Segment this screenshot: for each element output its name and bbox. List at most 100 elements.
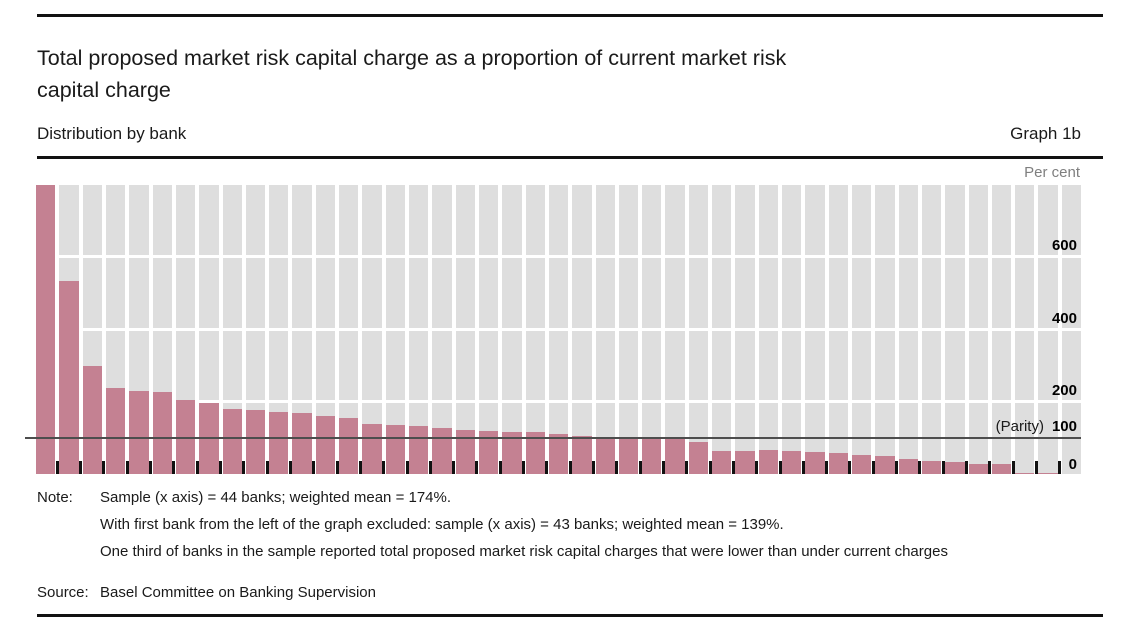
bar bbox=[152, 392, 172, 474]
bar bbox=[921, 461, 942, 474]
bar bbox=[478, 431, 499, 474]
x-axis-tick bbox=[452, 461, 456, 474]
x-axis-tick bbox=[405, 461, 409, 474]
x-axis-tick bbox=[55, 461, 59, 474]
note-line-1: Sample (x axis) = 44 banks; weighted mea… bbox=[100, 489, 452, 506]
gridline-200 bbox=[36, 399, 1081, 403]
y-axis-unit-label: Per cent bbox=[1024, 164, 1080, 181]
graph-number-label: Graph 1b bbox=[1010, 124, 1081, 143]
bar bbox=[875, 455, 895, 474]
bar bbox=[129, 390, 149, 474]
x-axis-tick bbox=[848, 461, 852, 474]
parity-line bbox=[25, 436, 1081, 439]
note-line-3: One third of banks in the sample reporte… bbox=[100, 543, 948, 560]
bar bbox=[59, 280, 79, 474]
x-axis-tick bbox=[965, 461, 968, 474]
x-axis-tick bbox=[778, 461, 782, 474]
bar bbox=[222, 408, 242, 474]
plot-area: 0 (Parity) 100 200 400 600 bbox=[25, 185, 1082, 474]
bar bbox=[269, 412, 289, 474]
x-axis-tick bbox=[1011, 461, 1015, 474]
y-tick-label-100: (Parity) 100 bbox=[996, 418, 1077, 435]
x-axis-tick bbox=[545, 461, 549, 474]
bar bbox=[828, 453, 848, 474]
x-axis-tick bbox=[755, 461, 759, 474]
bar bbox=[945, 462, 965, 474]
note-label: Note: bbox=[37, 489, 73, 506]
parity-label: (Parity) bbox=[995, 417, 1044, 435]
x-axis-tick bbox=[195, 461, 199, 474]
bar-cell bbox=[59, 185, 83, 474]
bar bbox=[455, 429, 475, 474]
y-tick-label-200: 200 bbox=[1052, 382, 1077, 399]
gridline-400 bbox=[36, 327, 1081, 331]
x-axis-tick bbox=[592, 461, 595, 474]
bar bbox=[712, 450, 732, 474]
x-axis-tick bbox=[731, 461, 735, 474]
bar bbox=[548, 433, 569, 474]
bar bbox=[525, 432, 545, 474]
bar bbox=[642, 437, 662, 474]
x-axis-tick bbox=[358, 461, 362, 474]
bar bbox=[572, 436, 592, 474]
x-axis-tick bbox=[125, 461, 129, 474]
x-axis-tick bbox=[685, 461, 689, 474]
bar bbox=[618, 437, 639, 474]
top-rule bbox=[37, 14, 1103, 17]
bar bbox=[245, 409, 266, 474]
bar bbox=[385, 425, 405, 474]
x-axis-tick bbox=[918, 461, 922, 474]
bar bbox=[898, 458, 918, 474]
y-tick-value: 0 bbox=[1068, 456, 1077, 473]
x-axis-tick bbox=[475, 461, 479, 474]
bar bbox=[1015, 472, 1035, 474]
x-axis-tick bbox=[941, 461, 945, 474]
x-axis-tick bbox=[615, 461, 619, 474]
source-text: Basel Committee on Banking Supervision bbox=[100, 584, 376, 601]
x-axis-tick bbox=[288, 461, 292, 474]
x-axis-tick bbox=[79, 461, 83, 474]
x-axis-tick bbox=[801, 461, 805, 474]
bar bbox=[36, 185, 56, 474]
bar-cell bbox=[36, 185, 59, 474]
bar bbox=[851, 455, 872, 474]
y-tick-label-0: 0 bbox=[1069, 456, 1077, 473]
y-tick-value: 100 bbox=[1051, 417, 1077, 435]
bar bbox=[1038, 473, 1058, 474]
x-axis-tick bbox=[871, 461, 875, 474]
bar bbox=[758, 450, 778, 474]
chart-title: Total proposed market risk capital charg… bbox=[37, 42, 977, 106]
bar bbox=[991, 463, 1012, 474]
gridline-600 bbox=[36, 255, 1081, 259]
bottom-rule bbox=[37, 614, 1103, 617]
chart-title-line2: capital charge bbox=[37, 78, 171, 102]
bar bbox=[735, 450, 755, 474]
x-axis-tick bbox=[242, 461, 246, 474]
y-tick-value: 400 bbox=[1051, 309, 1077, 327]
x-axis-tick bbox=[219, 461, 222, 474]
x-axis-tick bbox=[382, 461, 386, 474]
x-axis-tick bbox=[1058, 461, 1062, 474]
y-tick-value: 600 bbox=[1051, 237, 1077, 255]
note-line-2: With first bank from the left of the gra… bbox=[100, 516, 784, 533]
x-axis-tick bbox=[335, 461, 339, 474]
bar bbox=[595, 436, 615, 474]
bar bbox=[968, 464, 988, 474]
x-axis-tick bbox=[172, 461, 176, 474]
subtitle-row: Distribution by bank Graph 1b bbox=[37, 124, 1081, 144]
source-label: Source: bbox=[37, 584, 89, 601]
x-axis-tick bbox=[265, 461, 269, 474]
x-axis-tick bbox=[638, 461, 642, 474]
x-axis-tick bbox=[825, 461, 829, 474]
x-axis-tick bbox=[1034, 461, 1038, 474]
bar bbox=[432, 427, 452, 474]
bar bbox=[339, 418, 359, 474]
x-axis-tick bbox=[312, 461, 316, 474]
bar bbox=[315, 415, 336, 474]
x-axis-tick bbox=[568, 461, 572, 474]
bar bbox=[688, 441, 709, 474]
bar bbox=[665, 437, 685, 474]
chart-subtitle: Distribution by bank bbox=[37, 124, 187, 143]
bar bbox=[409, 425, 429, 474]
